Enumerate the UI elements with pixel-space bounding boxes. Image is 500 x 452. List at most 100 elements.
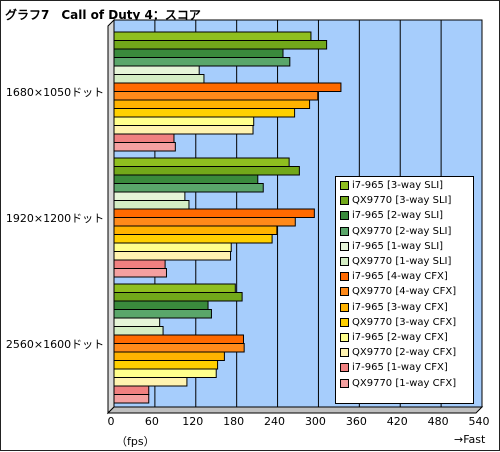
legend-label: QX9770 [1-way SLI] (352, 256, 452, 268)
legend-swatch (340, 272, 349, 282)
bar-12-group-2 (113, 251, 232, 261)
chart-title: グラフ7 Call of Duty 4：スコア (5, 8, 201, 22)
x-tick-label: 300 (304, 415, 326, 428)
bar-2-group-2 (113, 166, 300, 176)
legend-label: i7-965 [3-way CFX] (352, 301, 448, 313)
bar-5-group-3 (113, 317, 161, 327)
legend-label: i7-965 [2-way CFX] (352, 331, 448, 343)
bar-6-group-1 (113, 74, 205, 84)
legend-item: i7-965 [2-way SLI] (340, 208, 473, 223)
legend-item: QX9770 [4-way CFX] (340, 284, 473, 299)
bar-5-group-1 (113, 65, 200, 75)
bar-3-group-2 (113, 174, 259, 184)
bar-11-group-3 (113, 368, 217, 378)
legend-label: QX9770 [3-way CFX] (352, 316, 457, 328)
bar-8-group-1 (113, 91, 319, 101)
legend-item: QX9770 [2-way SLI] (340, 224, 473, 239)
x-tick-label: 240 (264, 415, 286, 428)
bar-6-group-2 (113, 200, 190, 210)
legend-swatch (340, 287, 349, 297)
bar-1-group-3 (113, 283, 236, 293)
bar-8-group-3 (113, 343, 245, 353)
bar-11-group-2 (113, 242, 232, 252)
legend-label: QX9770 [2-way CFX] (352, 347, 457, 359)
x-tick-label: 360 (345, 415, 367, 428)
bar-7-group-2 (113, 208, 315, 218)
x-axis-direction-label: →Fast (454, 433, 486, 446)
x-tick-label: 60 (144, 415, 159, 428)
legend-label: QX9770 [3-way SLI] (352, 195, 452, 207)
legend-item: i7-965 [3-way CFX] (340, 300, 473, 315)
legend-swatch (340, 181, 349, 191)
x-tick-label: 120 (182, 415, 204, 428)
legend-label: i7-965 [1-way CFX] (352, 362, 448, 374)
legend-label: QX9770 [4-way CFX] (352, 286, 457, 298)
legend-item: QX9770 [3-way CFX] (340, 315, 473, 330)
legend-item: QX9770 [3-way SLI] (340, 193, 473, 208)
legend-swatch (340, 226, 349, 236)
legend-label: i7-965 [2-way SLI] (352, 210, 444, 222)
bar-9-group-2 (113, 225, 278, 235)
bar-7-group-1 (113, 82, 342, 92)
x-axis-unit-label: （fps） (116, 435, 155, 448)
legend-swatch (340, 348, 349, 358)
bar-12-group-1 (113, 125, 254, 135)
legend-swatch (340, 317, 349, 327)
legend-swatch (340, 378, 349, 388)
bar-10-group-3 (113, 360, 219, 370)
bar-4-group-3 (113, 309, 212, 319)
legend-item: i7-965 [1-way CFX] (340, 360, 473, 375)
x-tick-label: 540 (468, 415, 490, 428)
bar-9-group-3 (113, 351, 225, 361)
legend-swatch (340, 211, 349, 221)
x-tick-label: 480 (427, 415, 449, 428)
bar-13-group-1 (113, 133, 175, 143)
legend-item: QX9770 [1-way CFX] (340, 375, 473, 390)
bar-14-group-2 (113, 268, 167, 278)
category-label: 2560×1600ドット (5, 337, 105, 351)
bar-1-group-2 (113, 157, 290, 167)
bar-2-group-3 (113, 292, 243, 302)
x-tick-label: 0 (107, 415, 115, 428)
category-label: 1680×1050ドット (5, 85, 105, 99)
bar-14-group-1 (113, 142, 176, 152)
bar-8-group-2 (113, 217, 296, 227)
bar-1-group-1 (113, 31, 312, 41)
legend-swatch (340, 302, 349, 312)
x-tick-label: 180 (223, 415, 245, 428)
bar-3-group-3 (113, 300, 209, 310)
bar-11-group-1 (113, 116, 255, 126)
legend-swatch (340, 332, 349, 342)
plot-floor (106, 406, 484, 414)
bar-14-group-3 (113, 394, 150, 404)
legend-swatch (340, 241, 349, 251)
legend-item: i7-965 [4-way CFX] (340, 269, 473, 284)
bar-3-group-1 (113, 48, 284, 58)
bar-2-group-1 (113, 40, 328, 50)
bar-10-group-1 (113, 108, 296, 118)
legend-item: i7-965 [2-way CFX] (340, 330, 473, 345)
bar-13-group-2 (113, 259, 166, 269)
legend-swatch (340, 257, 349, 267)
legend-label: QX9770 [2-way SLI] (352, 225, 452, 237)
bar-12-group-3 (113, 377, 188, 387)
x-tick-label: 420 (386, 415, 408, 428)
legend-label: i7-965 [1-way SLI] (352, 240, 444, 252)
legend-swatch (340, 196, 349, 206)
bar-9-group-1 (113, 99, 311, 109)
legend-label: i7-965 [3-way SLI] (352, 180, 444, 192)
legend-label: i7-965 [4-way CFX] (352, 271, 448, 283)
bar-5-group-2 (113, 191, 186, 201)
bar-4-group-1 (113, 57, 291, 67)
legend-item: i7-965 [1-way SLI] (340, 239, 473, 254)
category-label: 1920×1200ドット (5, 211, 105, 225)
bar-7-group-3 (113, 334, 244, 344)
bar-4-group-2 (113, 183, 264, 193)
legend: i7-965 [3-way SLI] QX9770 [3-way SLI] i7-9… (335, 176, 474, 404)
legend-label: QX9770 [1-way CFX] (352, 377, 457, 389)
bar-6-group-3 (113, 326, 164, 336)
legend-swatch (340, 363, 349, 373)
legend-item: i7-965 [3-way SLI] (340, 178, 473, 193)
bar-13-group-3 (113, 385, 150, 395)
